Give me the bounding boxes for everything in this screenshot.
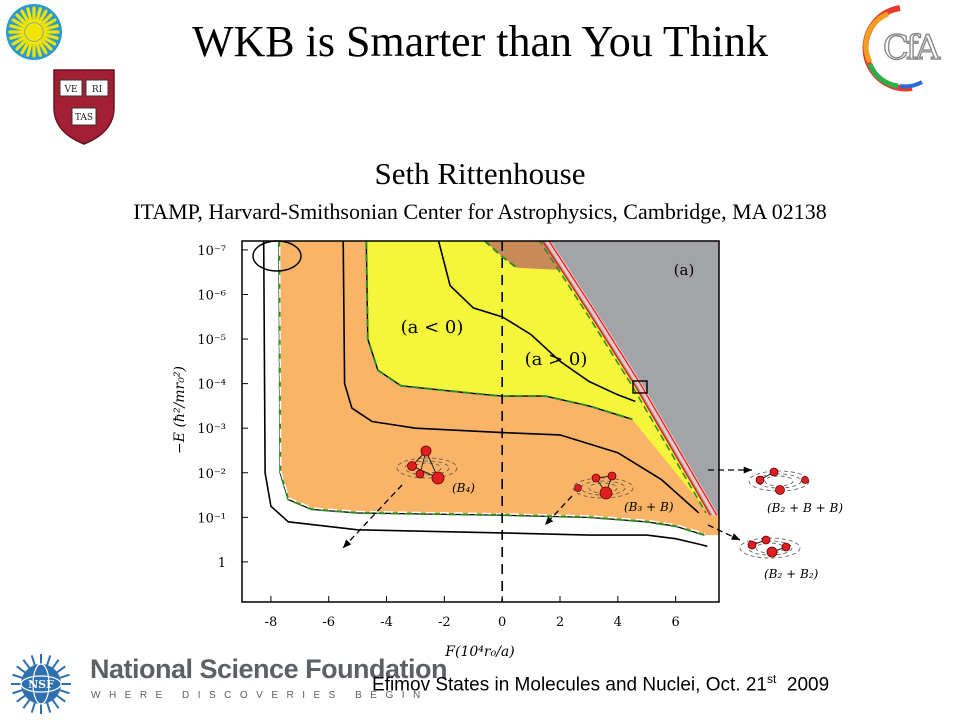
footer-year: 2009 bbox=[786, 674, 830, 696]
orbit-ring bbox=[764, 475, 794, 487]
atom bbox=[755, 475, 765, 485]
atom bbox=[415, 469, 425, 479]
atom bbox=[607, 471, 617, 481]
y-tick-label: 10⁻² bbox=[197, 467, 226, 482]
orbit-ring bbox=[396, 457, 458, 479]
label-b4: (B₄) bbox=[452, 481, 475, 495]
y-tick-label: 10⁻⁶ bbox=[197, 288, 226, 303]
x-tick-label: 6 bbox=[671, 615, 679, 630]
footer-main: Efimov States in Molecules and Nuclei, O… bbox=[372, 674, 767, 696]
footer-text: Efimov States in Molecules and Nuclei, O… bbox=[372, 672, 829, 696]
region-label-a-negative: (a < 0) bbox=[401, 317, 464, 338]
brown-region bbox=[484, 241, 563, 270]
curve-threshold-dashed bbox=[538, 241, 707, 514]
nsf-globe-icon: NSF bbox=[11, 654, 71, 714]
atom bbox=[775, 485, 785, 495]
x-tick-label: -4 bbox=[380, 615, 393, 630]
author-name: Seth Rittenhouse bbox=[374, 156, 586, 191]
y-tick-label: 10⁻⁷ bbox=[197, 244, 226, 259]
nsf-badge-text: NSF bbox=[28, 678, 54, 691]
atom bbox=[747, 540, 757, 550]
atom bbox=[599, 486, 613, 500]
atom bbox=[420, 445, 432, 457]
nsf-name: National Science Foundation bbox=[90, 654, 448, 684]
region-label-a-positive: (a > 0) bbox=[525, 349, 588, 370]
cfa-text: CfA bbox=[883, 28, 941, 68]
y-tick-label: 10⁻⁴ bbox=[197, 378, 226, 393]
yellow-region bbox=[366, 241, 711, 516]
y-tick-label: 10⁻¹ bbox=[197, 511, 226, 526]
plot-frame bbox=[241, 240, 720, 603]
atom bbox=[766, 546, 778, 558]
shield-text-ri: RI bbox=[92, 85, 103, 95]
atom bbox=[591, 473, 601, 483]
curve-orange-edge-dashed bbox=[278, 241, 705, 537]
annotation-arrow bbox=[342, 484, 403, 549]
nsf-tagline: WHERE DISCOVERIES BEGIN bbox=[91, 690, 429, 701]
curve-threshold-2 bbox=[548, 241, 718, 516]
x-tick-label: 4 bbox=[614, 615, 622, 630]
atom bbox=[801, 476, 809, 484]
atom bbox=[761, 535, 771, 545]
curve-black-2 bbox=[437, 241, 636, 403]
label-b2-b-b: (B₂ + B + B) bbox=[767, 501, 843, 515]
curve-threshold bbox=[542, 241, 711, 516]
cfa-logo-icon: CfA bbox=[862, 5, 944, 92]
x-tick-label: -8 bbox=[265, 615, 278, 630]
curve-yellow-boundary-dashed bbox=[365, 241, 633, 421]
orbit-ring bbox=[404, 460, 450, 476]
annotation-arrow bbox=[707, 524, 741, 541]
sun-logo-icon bbox=[6, 4, 62, 60]
threshold-band bbox=[545, 241, 718, 517]
x-tick-label: 2 bbox=[556, 615, 564, 630]
arrow-head bbox=[731, 533, 740, 540]
y-axis-label: −E (ħ²/mr₀²) bbox=[172, 366, 188, 454]
shield-text-tas: TAS bbox=[75, 113, 93, 123]
curve-brown-boundary bbox=[484, 241, 518, 269]
harvard-shield-icon: VE RI TAS bbox=[53, 69, 115, 145]
atom bbox=[769, 467, 779, 477]
atom bbox=[574, 484, 582, 492]
orbit-ring bbox=[739, 537, 801, 559]
x-axis-label: F(10⁴r₀/a) bbox=[444, 644, 514, 660]
x-tick-label: 0 bbox=[498, 615, 506, 630]
atom bbox=[407, 461, 417, 471]
arrow-head bbox=[343, 539, 352, 548]
orbit-ring bbox=[748, 470, 810, 492]
panel-label: (a) bbox=[674, 261, 695, 279]
footer-sup: st bbox=[766, 672, 777, 686]
highlight-square bbox=[632, 380, 648, 394]
curve-orange-edge-white bbox=[278, 241, 706, 535]
y-tick-label: 10⁻³ bbox=[197, 422, 226, 437]
atom bbox=[781, 542, 791, 552]
arrow-head bbox=[545, 516, 554, 525]
slide-title: WKB is Smarter than You Think bbox=[191, 17, 769, 66]
orbit-ring bbox=[572, 477, 634, 499]
label-b3-b: (B₃ + B) bbox=[624, 500, 674, 514]
arrow-head bbox=[743, 466, 752, 474]
x-tick-label: -6 bbox=[322, 615, 335, 630]
x-tick-label: -2 bbox=[438, 615, 451, 630]
label-b2-b2: (B₂ + B₂) bbox=[764, 567, 819, 581]
atom bbox=[431, 471, 445, 485]
shield-text-ve: VE bbox=[63, 85, 77, 95]
curve-black-4 bbox=[342, 241, 700, 514]
y-tick-label: 10⁻⁵ bbox=[197, 333, 226, 348]
y-tick-label: 1 bbox=[218, 556, 226, 571]
affiliation: ITAMP, Harvard-Smithsonian Center for As… bbox=[133, 199, 827, 224]
